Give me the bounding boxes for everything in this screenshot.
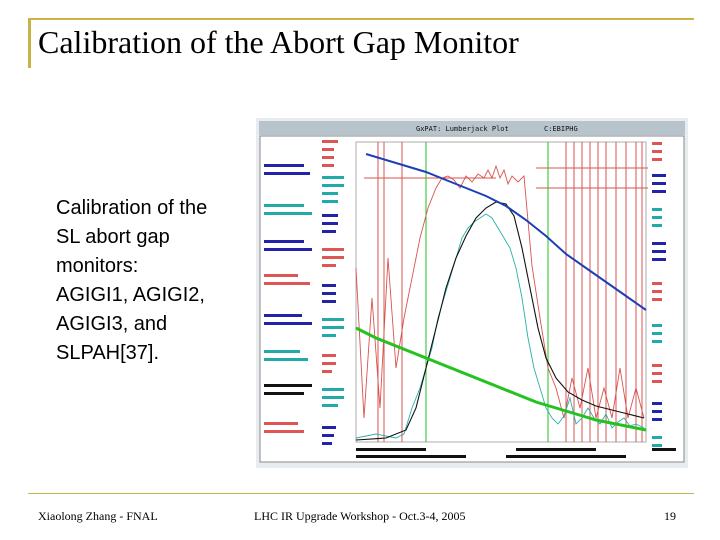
green-trace <box>355 326 647 432</box>
time-axis-labels <box>356 448 676 458</box>
red-trace <box>355 164 645 419</box>
plot-area <box>355 141 648 443</box>
slide-body-text: Calibration of the SL abort gap monitors… <box>56 197 208 364</box>
title-frame-top <box>28 18 694 20</box>
page-number: 19 <box>664 509 676 523</box>
cyan-trace <box>355 213 645 439</box>
footer-event: LHC IR Upgrade Workshop - Oct.3-4, 2005 <box>254 509 466 523</box>
slide-title: Calibration of the Abort Gap Monitor <box>38 24 519 60</box>
footer-author: Xiaolong Zhang - FNAL <box>38 509 158 523</box>
blue-trace <box>365 153 647 311</box>
footer-rule <box>28 493 694 494</box>
title-frame-left <box>28 18 31 68</box>
red-event-markers <box>364 142 648 442</box>
left-label-column <box>264 164 312 433</box>
black-trace <box>355 201 645 441</box>
lumberjack-plot-screenshot: GxPAT: Lumberjack Plot C:EBIPHG <box>256 118 688 468</box>
scale-value-column <box>322 140 344 445</box>
plot-window-title: GxPAT: Lumberjack Plot <box>416 125 509 133</box>
right-value-columns <box>652 142 666 447</box>
lumberjack-plot-image: GxPAT: Lumberjack Plot C:EBIPHG <box>256 118 688 468</box>
plot-window-subtitle: C:EBIPHG <box>544 125 578 133</box>
